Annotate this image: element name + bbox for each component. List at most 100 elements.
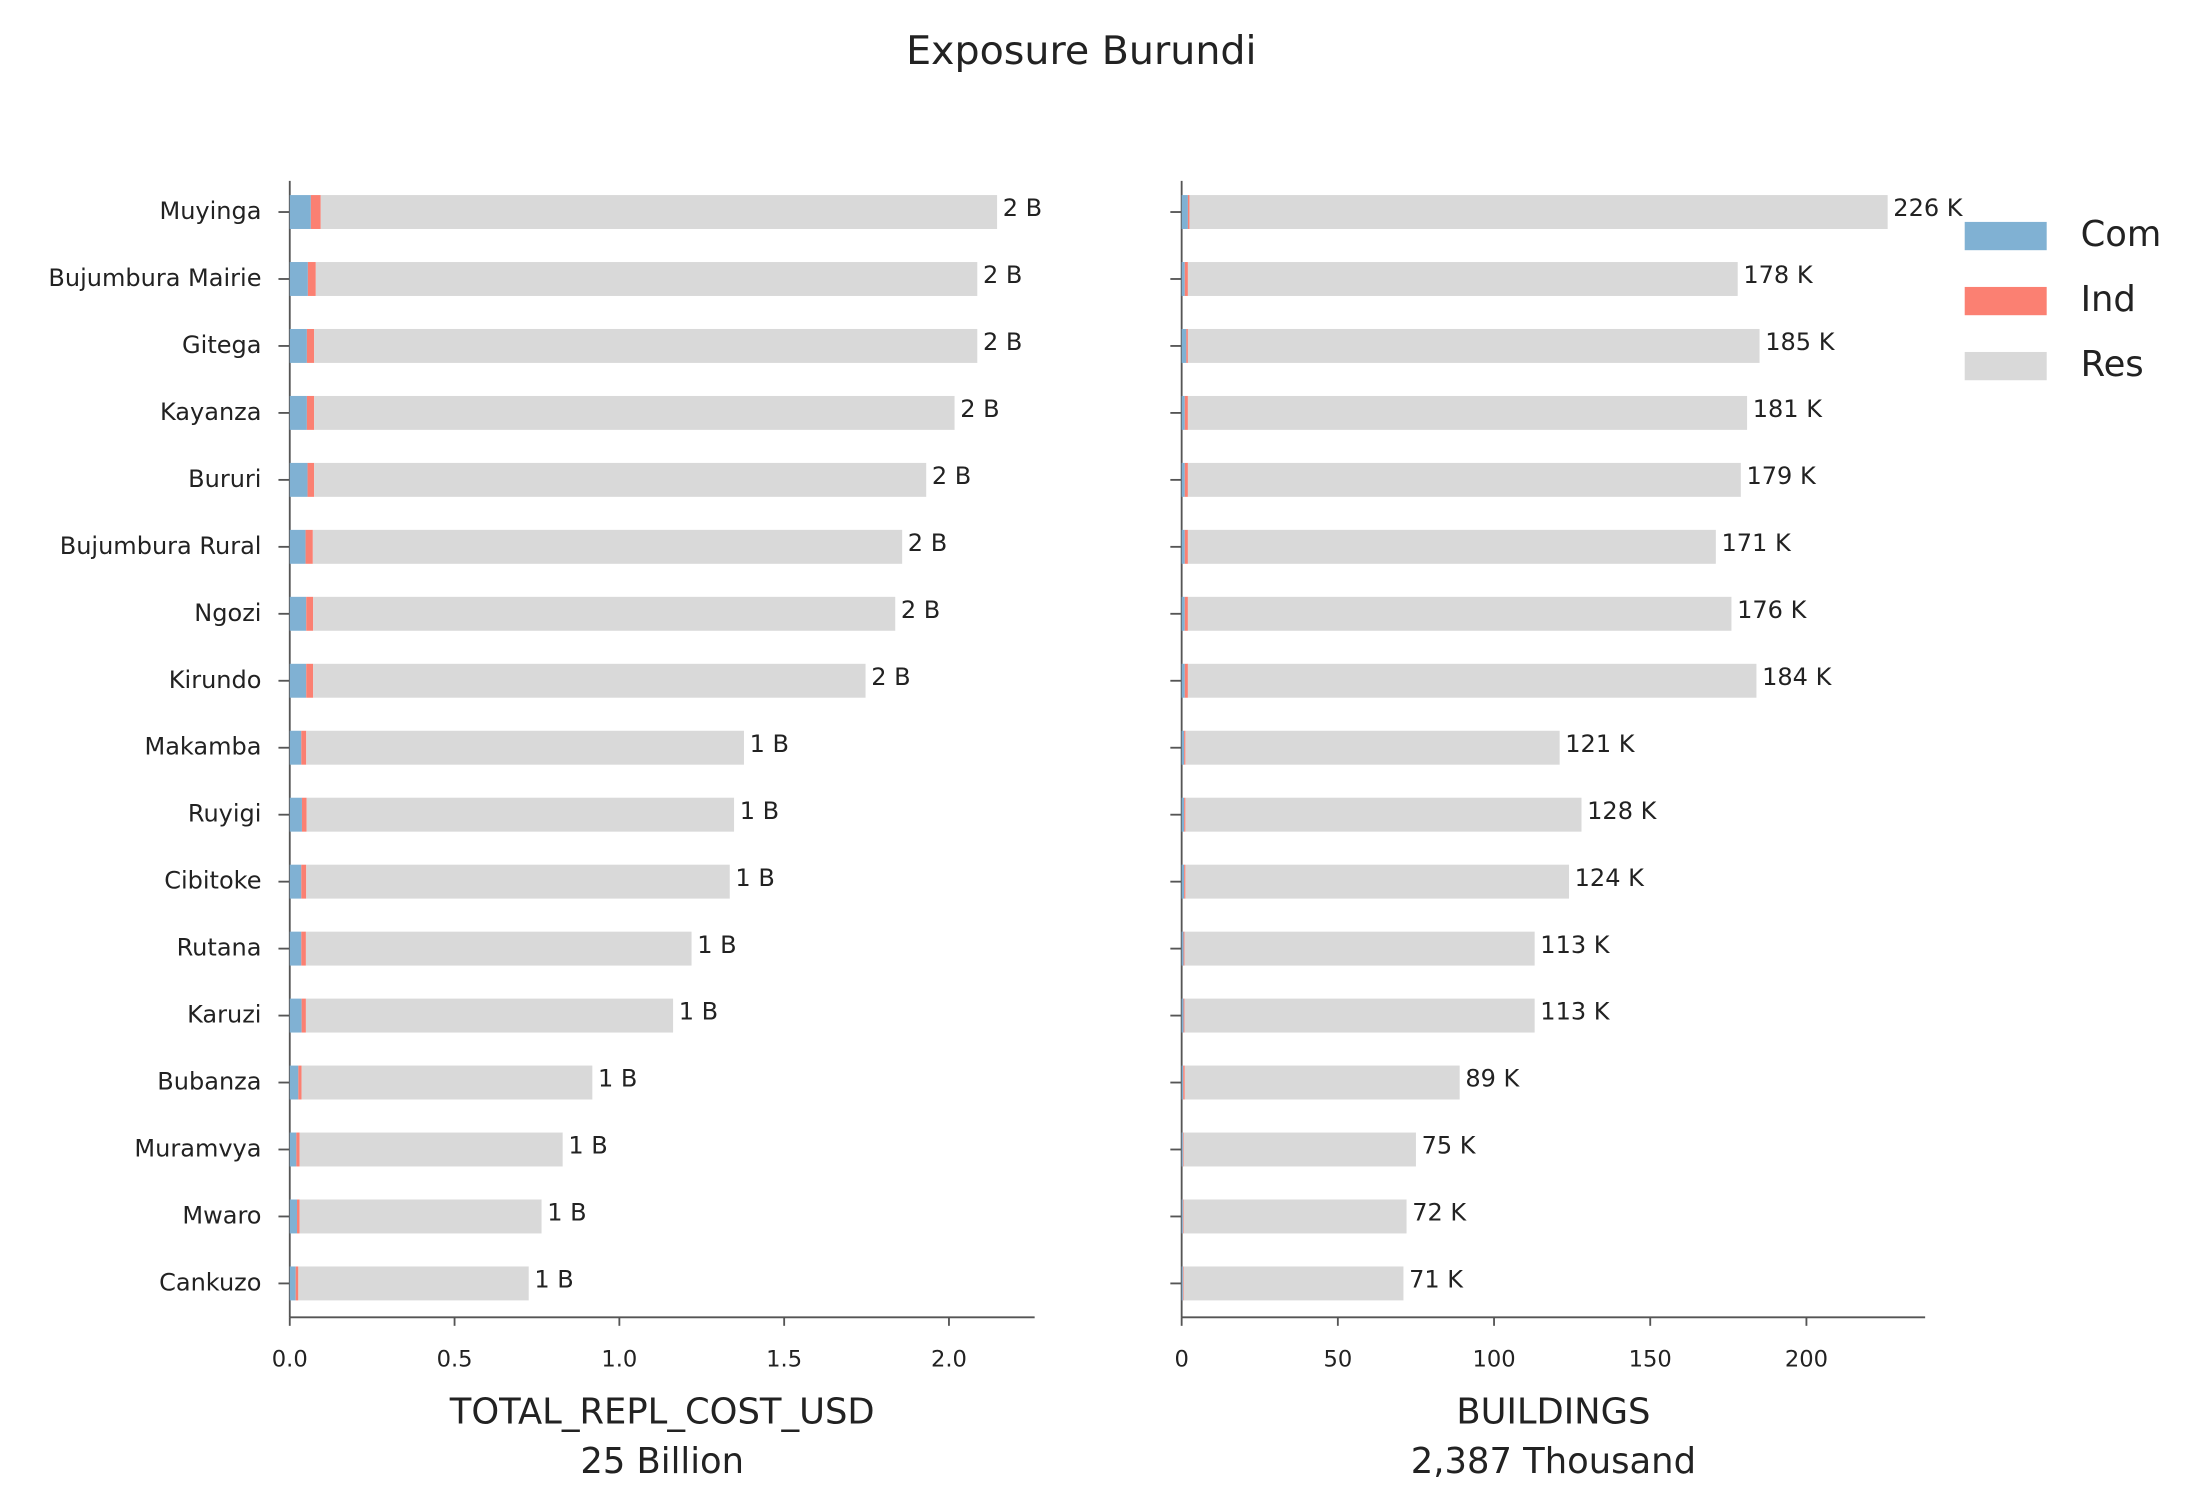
bar-segment [307,462,315,497]
y-tick-label: Karuzi [187,1001,261,1029]
y-tick-label: Kirundo [169,666,262,694]
bar-segment [1184,663,1188,698]
y-tick-label: Ngozi [194,599,261,627]
y-tick-label: Mwaro [182,1201,261,1229]
x-tick-label: 200 [1785,1346,1828,1372]
bar-segment [289,998,302,1033]
x-tick-label: 50 [1323,1346,1352,1372]
value-label: 71 K [1409,1266,1464,1294]
value-label: 113 K [1540,931,1610,959]
bar-segment [1187,596,1732,631]
bar-segment [299,1132,563,1167]
bar-segment [1181,328,1187,363]
bar-segment [1183,931,1185,966]
bar-segment [301,864,307,899]
bar-segment [1187,663,1757,698]
x-tick-label: 2.0 [931,1346,967,1372]
bar-segment [301,730,307,765]
bar-segment [1185,797,1582,832]
bar-segment [1185,864,1570,899]
bar-segment [1183,1199,1407,1234]
bar-segment [299,1199,542,1234]
bar-segment [1187,262,1738,296]
bar-segment [1184,462,1188,497]
bar-segment [289,262,308,296]
y-tick-label: Cankuzo [159,1268,261,1296]
bar-segment [305,529,313,564]
bar-segment [320,195,998,229]
bar-segment [289,1065,299,1100]
legend-label: Ind [2081,279,2136,320]
y-tick-label: Muramvya [134,1135,261,1163]
value-label: 1 B [735,864,774,892]
value-label: 2 B [871,663,910,691]
bar-segment [298,1065,302,1100]
value-label: 185 K [1765,328,1835,356]
value-label: 179 K [1746,462,1816,490]
bar-segment [289,395,307,430]
bar-segment [1181,195,1188,229]
value-label: 113 K [1540,998,1610,1026]
value-label: 1 B [534,1266,573,1294]
bar-segment [289,1199,298,1234]
bar-segment [305,998,674,1033]
bar-segment [1181,1266,1183,1301]
bar-segment [289,931,302,966]
bar-segment [314,328,978,363]
bar-segment [298,1266,529,1301]
bar-segment [289,462,308,497]
value-label: 124 K [1575,864,1645,892]
x-tick-label: 0 [1174,1346,1188,1372]
bar-segment [306,730,744,765]
bar-segment [313,596,896,631]
value-label: 75 K [1422,1132,1477,1160]
bar-segment [1184,864,1186,899]
x-tick-label: 0.5 [437,1346,473,1372]
bar-segment [289,864,302,899]
bar-segment [1184,596,1188,631]
bar-segment [314,395,955,430]
value-label: 184 K [1762,663,1832,691]
bar-segment [289,1132,297,1167]
bar-segment [1181,395,1185,430]
value-label: 2 B [960,395,999,423]
figure-title: Exposure Burundi [906,28,1256,74]
bar-segment [1187,462,1741,497]
bar-segment [306,663,314,698]
bar-segment [1181,529,1185,564]
x-tick-label: 150 [1629,1346,1672,1372]
bar-segment [1186,328,1188,363]
value-label: 2 B [908,529,947,557]
bar-segment [1182,1199,1184,1234]
value-label: 178 K [1743,261,1813,289]
y-tick-label: Bujumbura Rural [60,532,262,560]
bar-segment [289,596,307,631]
bar-segment [301,931,306,966]
legend-swatch [1964,286,2047,316]
bar-segment [315,262,978,296]
bar-segment [1181,596,1185,631]
y-tick-label: Gitega [182,331,261,359]
value-label: 1 B [598,1065,637,1093]
y-tick-label: Bujumbura Mairie [48,264,261,292]
y-tick-label: Rutana [177,934,262,962]
bar-segment [1181,1199,1183,1234]
bar-segment [289,663,307,698]
bar-segment [289,529,306,564]
value-label: 2 B [983,261,1022,289]
bar-segment [1183,998,1185,1033]
value-label: 1 B [750,730,789,758]
bar-segment [1182,1132,1184,1167]
bar-segment [296,1132,300,1167]
bar-segment [313,663,866,698]
bar-segment [301,1065,593,1100]
bar-segment [289,1266,296,1301]
bar-segment [1184,395,1188,430]
bar-segment [1183,1266,1404,1301]
bar-segment [310,195,321,229]
bar-segment [1181,663,1185,698]
bar-segment [1184,730,1186,765]
bar-segment [289,797,302,832]
